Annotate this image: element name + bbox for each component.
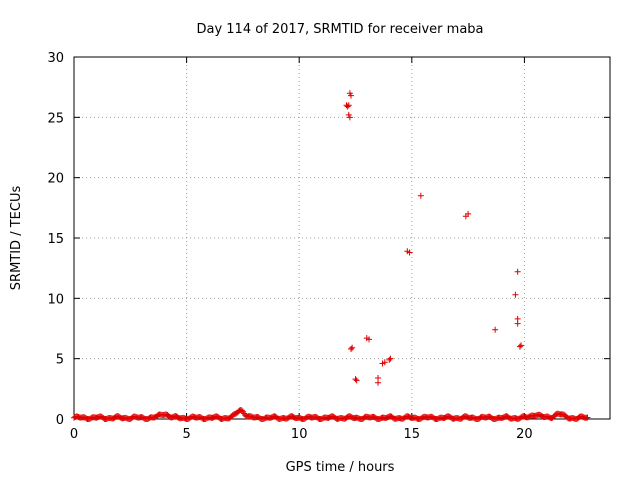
- data-point: [375, 374, 382, 381]
- y-tick-label: 5: [56, 353, 64, 368]
- y-tick-label: 20: [47, 172, 64, 187]
- data-point: [514, 268, 521, 275]
- x-tick-labels: 0 5 10 15 20: [70, 427, 533, 442]
- y-axis-label: SRMTID / TECUs: [9, 186, 24, 291]
- data-point: [492, 326, 499, 333]
- data-point: [366, 336, 373, 343]
- y-tick-label: 0: [56, 413, 64, 428]
- data-point: [417, 192, 424, 199]
- baseline-point: [584, 414, 591, 421]
- x-tick-label: 0: [70, 427, 78, 442]
- data-point: [387, 355, 394, 362]
- baseline-point: [238, 407, 245, 414]
- data-point: [381, 359, 388, 366]
- x-tick-label: 10: [291, 427, 308, 442]
- data-point: [514, 320, 521, 327]
- y-tick-label: 25: [47, 111, 64, 126]
- y-tick-label: 30: [47, 51, 64, 66]
- y-tick-label: 15: [47, 232, 64, 247]
- data-points: [71, 90, 591, 422]
- data-point: [352, 376, 359, 383]
- data-point: [386, 356, 393, 363]
- data-point: [345, 102, 352, 109]
- chart-title: Day 114 of 2017, SRMTID for receiver mab…: [196, 22, 483, 37]
- data-point: [512, 291, 519, 298]
- x-axis-label: GPS time / hours: [286, 460, 395, 475]
- gridlines: [74, 57, 610, 419]
- data-point: [518, 342, 525, 349]
- x-tick-label: 5: [182, 427, 190, 442]
- data-point: [349, 344, 356, 351]
- x-tick-label: 15: [404, 427, 421, 442]
- data-point: [406, 249, 413, 256]
- data-point: [348, 346, 355, 353]
- y-tick-labels: 0 5 10 15 20 25 30: [47, 51, 64, 428]
- data-point: [344, 103, 351, 110]
- data-point: [346, 114, 353, 121]
- x-tick-label: 20: [516, 427, 533, 442]
- y-tick-label: 10: [47, 292, 64, 307]
- data-point: [348, 92, 355, 99]
- data-point: [516, 343, 523, 350]
- data-point: [353, 377, 360, 384]
- data-point: [465, 210, 472, 217]
